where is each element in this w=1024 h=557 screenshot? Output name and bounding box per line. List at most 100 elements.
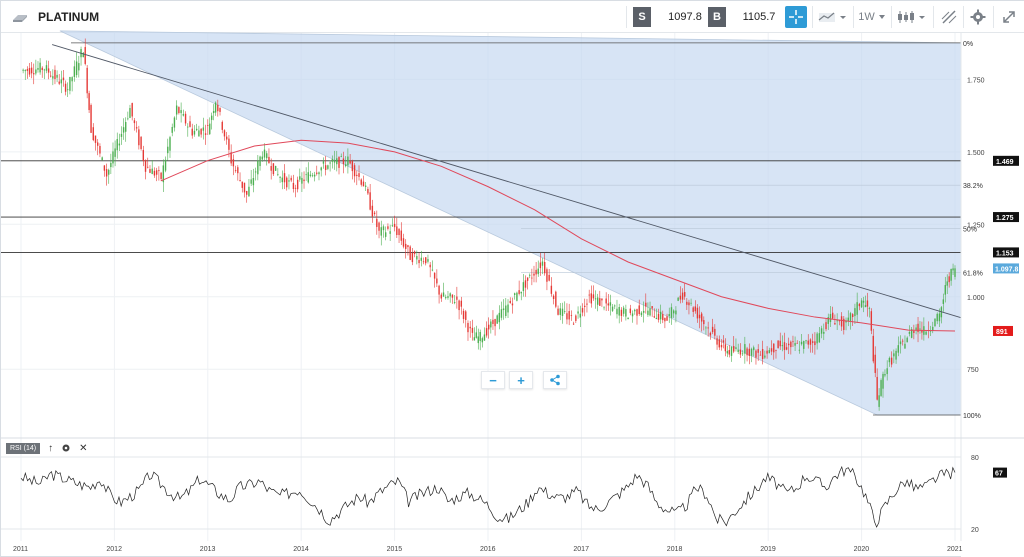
candle-body	[694, 306, 697, 312]
x-tick-label: 2012	[106, 546, 122, 553]
candle-body	[105, 169, 108, 177]
zoom-in-button[interactable]: +	[509, 371, 533, 389]
candle-body	[657, 313, 660, 320]
candle-body	[69, 76, 71, 91]
candle-body	[555, 291, 557, 307]
candle-body	[526, 277, 529, 281]
candle-body	[888, 357, 891, 363]
candle-body	[226, 136, 228, 140]
candle-body	[320, 167, 322, 171]
x-tick-label: 2016	[480, 546, 496, 553]
candle-body	[318, 172, 320, 175]
candle-body	[818, 333, 821, 343]
candle-body	[371, 205, 374, 217]
candle-body	[349, 160, 351, 164]
candle-body	[223, 130, 226, 137]
candle-body	[232, 159, 235, 167]
candle-body	[541, 261, 544, 266]
candle-body	[594, 298, 597, 300]
buy-button[interactable]: B	[708, 1, 726, 33]
timeframe-button[interactable]: 1W	[857, 1, 887, 33]
candle-body	[718, 339, 720, 348]
expand-button[interactable]	[997, 1, 1021, 33]
candle-body	[897, 345, 899, 353]
candle-body	[171, 126, 173, 133]
y-tick-label: 1.750	[967, 77, 985, 84]
settings-button[interactable]	[967, 1, 989, 33]
sell-button[interactable]: S	[633, 1, 651, 33]
candle-body	[210, 115, 213, 120]
candle-body	[539, 262, 542, 269]
candle-body	[263, 149, 266, 158]
candle-style-button[interactable]	[895, 1, 929, 33]
crosshair-button[interactable]	[784, 1, 808, 33]
candle-body	[283, 173, 286, 183]
candle-body	[37, 67, 39, 70]
candle-body	[118, 143, 121, 146]
candle-body	[511, 303, 514, 306]
rsi-label[interactable]: RSI (14)	[6, 442, 41, 454]
candle-body	[938, 313, 941, 322]
moving-average-line	[160, 139, 956, 332]
arrow-up-icon[interactable]: ↑	[48, 442, 54, 454]
candle-body	[773, 343, 775, 353]
candle-body	[531, 277, 533, 279]
candle-body	[22, 69, 24, 71]
candle-body	[445, 297, 447, 299]
candle-body	[679, 295, 682, 300]
price-axis: 1.750 1.500 1.250 1.000 750 0% 38.2% 50% 61.8% 10…	[960, 33, 1024, 557]
gear-icon[interactable]	[61, 443, 71, 453]
candle-body	[741, 353, 744, 355]
candle-body	[917, 323, 919, 333]
candle-body	[281, 177, 283, 183]
candle-body	[261, 156, 263, 160]
chart-type-button[interactable]	[817, 1, 849, 33]
candle-body	[925, 331, 927, 335]
candle-body	[940, 307, 943, 318]
candle-body	[362, 181, 365, 187]
candle-body	[792, 341, 794, 343]
candle-body	[655, 317, 658, 320]
candle-body	[592, 294, 595, 299]
candle-body	[820, 328, 823, 334]
rsi-plot-area: 80 20 67	[1, 437, 1024, 534]
main-plot-area	[1, 30, 993, 541]
candle-body	[948, 276, 950, 283]
candle-body	[288, 180, 290, 182]
candle-body	[625, 309, 627, 317]
candle-body	[570, 315, 573, 316]
candle-body	[212, 111, 215, 114]
candle-body	[467, 322, 469, 333]
candle-body	[566, 313, 568, 320]
candle-body	[764, 355, 766, 358]
candle-body	[921, 329, 923, 333]
candle-body	[353, 165, 356, 177]
divider	[853, 6, 854, 28]
candle-body	[642, 310, 645, 313]
candle-body	[825, 322, 827, 330]
candle-body	[722, 340, 725, 343]
zoom-out-button[interactable]: −	[481, 371, 505, 389]
candle-body	[307, 172, 309, 183]
close-icon[interactable]: ✕	[79, 442, 88, 454]
candle-body	[884, 373, 886, 376]
candle-body	[416, 256, 418, 260]
candle-body	[577, 311, 579, 314]
candle-body	[684, 292, 686, 297]
candle-body	[116, 139, 118, 151]
candle-body	[380, 227, 382, 236]
share-button[interactable]	[543, 371, 567, 389]
candle-body	[376, 218, 378, 227]
candle-body	[870, 311, 873, 331]
candle-body	[393, 223, 396, 228]
draw-tool-button[interactable]	[937, 1, 961, 33]
candle-body	[564, 311, 566, 312]
candle-body	[872, 335, 874, 362]
platinum-bars-icon	[9, 1, 33, 33]
candle-body	[750, 348, 753, 356]
candle-body	[507, 304, 509, 313]
candle-body	[811, 341, 814, 343]
candle-body	[849, 313, 852, 321]
candle-body	[572, 323, 575, 325]
